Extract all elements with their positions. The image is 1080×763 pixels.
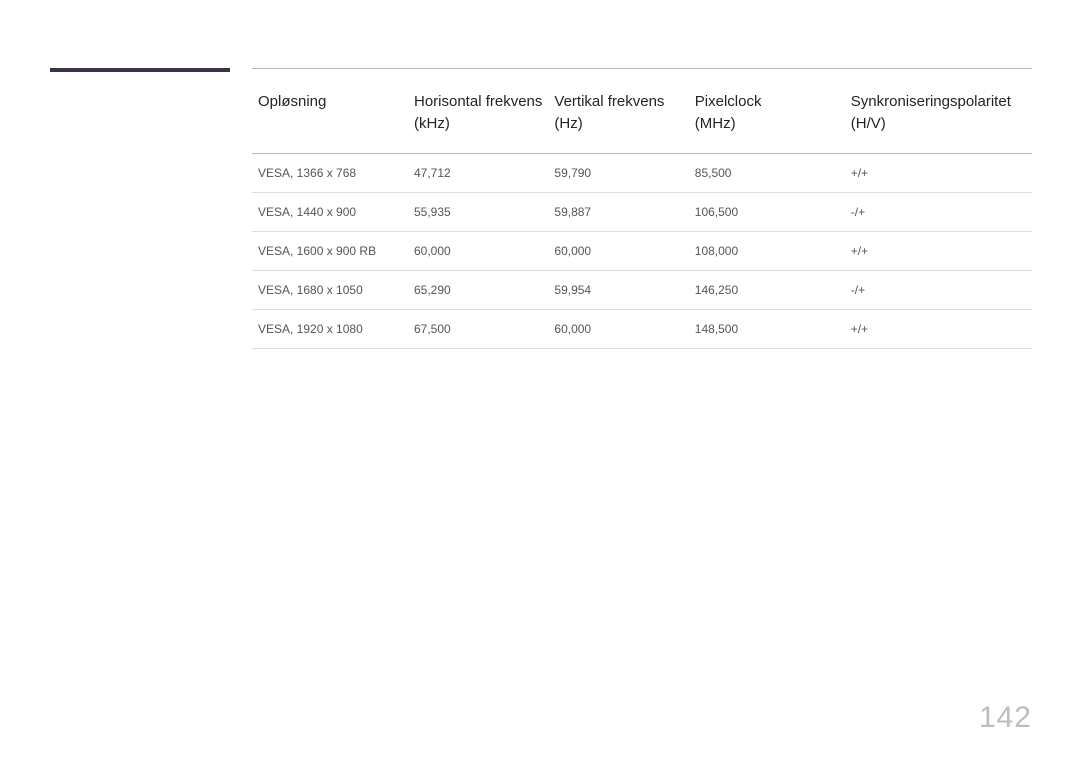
accent-bar bbox=[50, 68, 230, 72]
col-header-pixelclock: Pixelclock (MHz) bbox=[689, 69, 845, 154]
spec-table: Opløsning Horisontal frekvens (kHz) Vert… bbox=[252, 68, 1032, 349]
cell-resolution: VESA, 1440 x 900 bbox=[252, 192, 408, 231]
cell-hfreq: 65,290 bbox=[408, 270, 548, 309]
cell-vfreq: 60,000 bbox=[548, 309, 688, 348]
col-header-line2: (kHz) bbox=[414, 115, 450, 132]
col-header-line1: Synkroniseringspolaritet bbox=[851, 93, 1011, 110]
col-header-line1: Pixelclock bbox=[695, 93, 762, 110]
cell-pixelclock: 106,500 bbox=[689, 192, 845, 231]
table-row: VESA, 1680 x 1050 65,290 59,954 146,250 … bbox=[252, 270, 1032, 309]
col-header-resolution: Opløsning bbox=[252, 69, 408, 154]
col-header-line2: (Hz) bbox=[554, 115, 582, 132]
cell-vfreq: 59,954 bbox=[548, 270, 688, 309]
table-header-row: Opløsning Horisontal frekvens (kHz) Vert… bbox=[252, 69, 1032, 154]
cell-resolution: VESA, 1366 x 768 bbox=[252, 153, 408, 192]
col-header-line1: Horisontal frekvens bbox=[414, 93, 542, 110]
col-header-syncpol: Synkroniseringspolaritet (H/V) bbox=[845, 69, 1032, 154]
col-header-line2: (H/V) bbox=[851, 115, 886, 132]
col-header-line1: Opløsning bbox=[258, 93, 326, 110]
cell-hfreq: 60,000 bbox=[408, 231, 548, 270]
cell-hfreq: 47,712 bbox=[408, 153, 548, 192]
cell-syncpol: +/+ bbox=[845, 309, 1032, 348]
col-header-hfreq: Horisontal frekvens (kHz) bbox=[408, 69, 548, 154]
cell-pixelclock: 108,000 bbox=[689, 231, 845, 270]
col-header-vfreq: Vertikal frekvens (Hz) bbox=[548, 69, 688, 154]
cell-syncpol: -/+ bbox=[845, 192, 1032, 231]
cell-syncpol: +/+ bbox=[845, 153, 1032, 192]
cell-vfreq: 59,887 bbox=[548, 192, 688, 231]
table-body: VESA, 1366 x 768 47,712 59,790 85,500 +/… bbox=[252, 153, 1032, 348]
cell-hfreq: 55,935 bbox=[408, 192, 548, 231]
cell-syncpol: +/+ bbox=[845, 231, 1032, 270]
cell-resolution: VESA, 1600 x 900 RB bbox=[252, 231, 408, 270]
content-area: Opløsning Horisontal frekvens (kHz) Vert… bbox=[252, 68, 1032, 349]
cell-resolution: VESA, 1680 x 1050 bbox=[252, 270, 408, 309]
cell-resolution: VESA, 1920 x 1080 bbox=[252, 309, 408, 348]
col-header-line2: (MHz) bbox=[695, 115, 736, 132]
cell-vfreq: 59,790 bbox=[548, 153, 688, 192]
cell-hfreq: 67,500 bbox=[408, 309, 548, 348]
cell-pixelclock: 85,500 bbox=[689, 153, 845, 192]
cell-syncpol: -/+ bbox=[845, 270, 1032, 309]
table-row: VESA, 1440 x 900 55,935 59,887 106,500 -… bbox=[252, 192, 1032, 231]
table-row: VESA, 1920 x 1080 67,500 60,000 148,500 … bbox=[252, 309, 1032, 348]
table-row: VESA, 1366 x 768 47,712 59,790 85,500 +/… bbox=[252, 153, 1032, 192]
cell-pixelclock: 146,250 bbox=[689, 270, 845, 309]
cell-pixelclock: 148,500 bbox=[689, 309, 845, 348]
page-number: 142 bbox=[979, 701, 1032, 735]
col-header-line1: Vertikal frekvens bbox=[554, 93, 664, 110]
table-row: VESA, 1600 x 900 RB 60,000 60,000 108,00… bbox=[252, 231, 1032, 270]
cell-vfreq: 60,000 bbox=[548, 231, 688, 270]
